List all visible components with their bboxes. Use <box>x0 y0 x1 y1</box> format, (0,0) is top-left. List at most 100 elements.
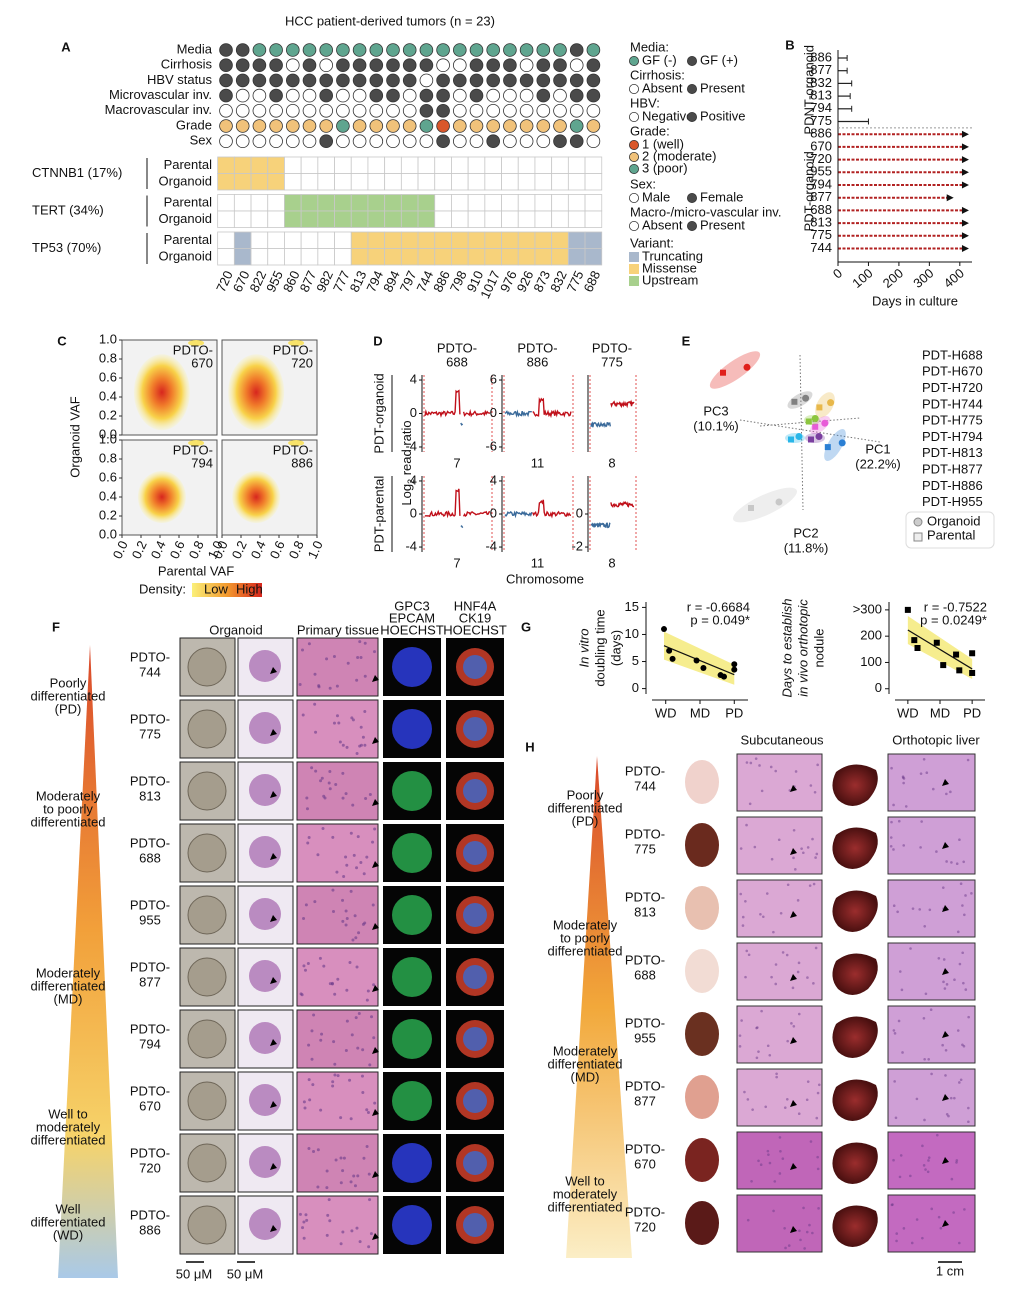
nucleus <box>368 1198 372 1202</box>
legend-label: Absent <box>642 80 683 95</box>
clinical-dot <box>419 88 434 103</box>
legend-label: PDT-H744 <box>922 396 983 411</box>
nucleus <box>357 931 361 935</box>
variant-cell <box>317 248 335 266</box>
clinical-dot <box>469 119 484 133</box>
nucleus <box>956 930 960 934</box>
nucleus <box>305 807 309 811</box>
clinical-dot <box>252 43 267 57</box>
tumor-photo <box>685 1012 719 1056</box>
ci-band <box>664 631 735 685</box>
pca-point <box>808 436 814 443</box>
clinical-dot <box>219 104 233 118</box>
clinical-dot <box>586 104 601 118</box>
legend-swatch <box>629 163 640 174</box>
y-tick-label: 10 <box>625 626 639 641</box>
variant-cell <box>384 248 402 266</box>
variant-cell <box>384 156 402 174</box>
nucleus <box>797 1012 801 1016</box>
liver-photo <box>832 1142 878 1184</box>
variant-cell <box>567 248 586 266</box>
grade-label: (PD) <box>55 701 82 716</box>
scale-label: 1 cm <box>936 1263 964 1278</box>
nucleus <box>349 831 353 835</box>
variant-cell <box>467 210 486 228</box>
plot-label: PDTO- <box>173 342 213 357</box>
nucleus <box>950 861 953 864</box>
legend-label: 3 (poor) <box>642 160 688 175</box>
legend-label: PDT-H794 <box>922 429 983 444</box>
orthotopic-image <box>887 879 976 938</box>
variant-cell <box>233 231 252 249</box>
if-stain <box>463 779 487 803</box>
pca-point <box>827 399 835 407</box>
nucleus <box>756 1026 759 1029</box>
nucleus <box>944 1048 948 1052</box>
nucleus <box>335 714 339 718</box>
nucleus <box>892 1029 896 1032</box>
arrow-head <box>961 206 969 214</box>
clinical-dot <box>503 58 517 72</box>
variant-cell <box>484 194 502 212</box>
y-tick-label: 1.0 <box>99 431 117 446</box>
clinical-dot <box>285 43 300 57</box>
y-tick-label: 0 <box>410 405 417 420</box>
nucleus <box>345 917 349 921</box>
arrowhead <box>942 1094 949 1101</box>
if-stain <box>463 655 487 679</box>
nucleus <box>327 781 331 785</box>
stain-label: GPC3 <box>394 598 429 613</box>
nucleus <box>794 868 797 871</box>
clinical-dot <box>219 119 233 133</box>
nucleus <box>303 1106 307 1110</box>
nucleus <box>323 796 327 800</box>
variant-cell <box>584 156 603 174</box>
nucleus <box>301 713 305 717</box>
grade-label: to poorly <box>560 930 610 945</box>
legend-label: PDT-H955 <box>922 494 983 509</box>
clinical-dot <box>352 43 367 57</box>
y-tick-label: 0.4 <box>99 388 117 403</box>
clinical-dot <box>436 58 450 72</box>
nucleus <box>304 903 308 907</box>
sample-label: PDTO- <box>130 835 170 850</box>
nucleus <box>738 1045 742 1048</box>
nucleus <box>953 1096 956 1100</box>
arrowhead <box>942 968 949 975</box>
clinical-dot <box>235 43 250 57</box>
pc-label: PC1 <box>865 441 890 456</box>
nucleus <box>345 1019 349 1023</box>
subcutaneous-image <box>736 1131 823 1190</box>
organoid <box>187 895 227 935</box>
nucleus <box>372 1036 376 1040</box>
clinical-dot <box>569 134 584 149</box>
legend-label: PDT-H813 <box>922 445 983 460</box>
pca-point <box>748 505 754 511</box>
legend-label: PDT-H670 <box>922 364 983 379</box>
tissue-image <box>296 1133 379 1193</box>
clinical-dot <box>319 104 334 118</box>
variant-cell <box>517 231 536 249</box>
variant-cell <box>267 210 285 228</box>
nucleus <box>958 1241 961 1245</box>
sample-label: 688 <box>139 850 161 865</box>
nucleus <box>816 763 819 767</box>
sample-label: PDTO- <box>130 959 170 974</box>
legend-label: Present <box>700 80 745 95</box>
point <box>940 662 947 669</box>
pca-ellipse <box>824 429 846 461</box>
nucleus <box>348 961 352 965</box>
arrow-head <box>961 181 969 189</box>
nucleus <box>918 908 922 911</box>
clinical-dot <box>469 58 484 72</box>
legend-label: 1 (well) <box>642 136 684 151</box>
clinical-dot <box>352 134 367 149</box>
grade-label: Moderately <box>36 788 101 803</box>
nucleus <box>898 970 902 973</box>
legend-label: Missense <box>642 260 697 275</box>
variant-cell <box>434 156 452 174</box>
group-label: PDT-organoid <box>801 151 816 231</box>
nucleus <box>739 892 743 896</box>
nucleus <box>923 1057 926 1061</box>
organoid <box>187 771 227 811</box>
